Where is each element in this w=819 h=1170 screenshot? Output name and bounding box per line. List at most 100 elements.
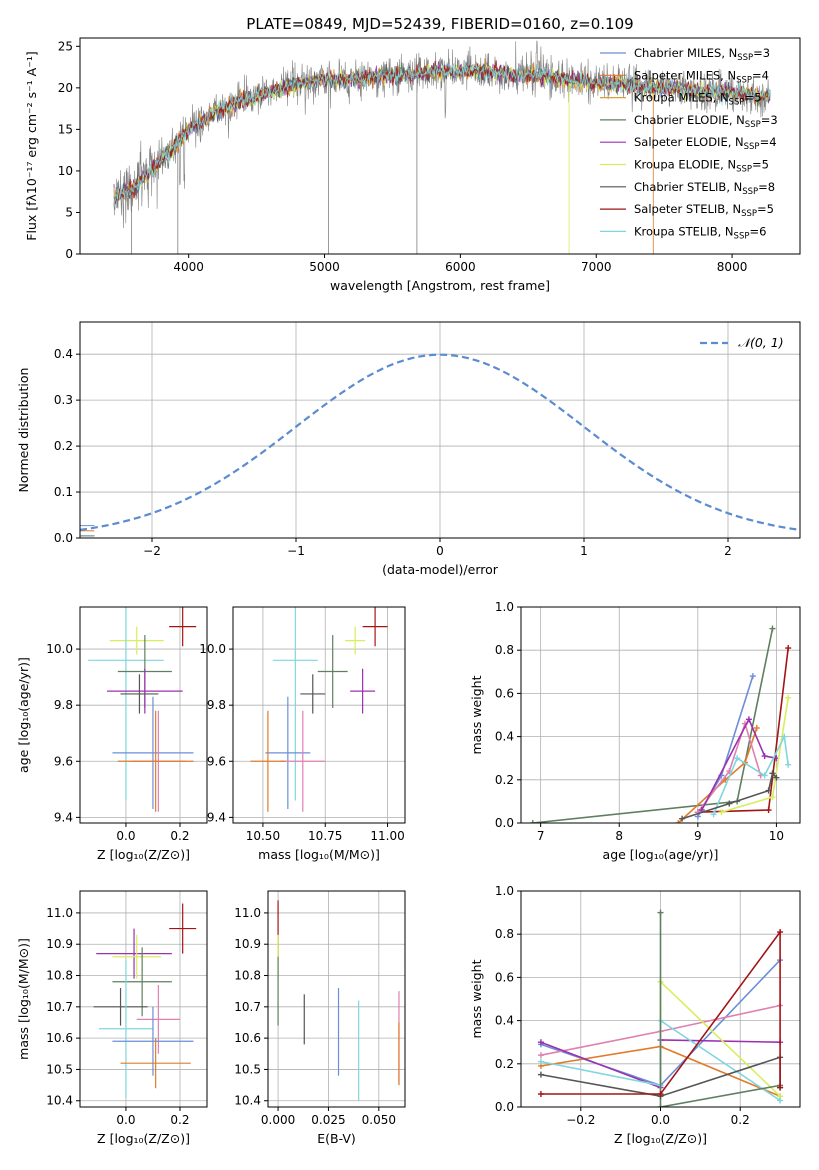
errorbar-point	[120, 1038, 191, 1089]
x-tick-label: 0.050	[362, 1113, 396, 1127]
weight-series	[537, 929, 784, 1098]
errorbar-point	[107, 668, 183, 714]
residual-legend: 𝒩(0, 1)	[700, 335, 784, 350]
y-tick-label: 0.2	[495, 1057, 514, 1071]
y-tick-label: 10.7	[234, 1000, 261, 1014]
x-tick-label: 0.2	[170, 1113, 189, 1127]
x-tick-label: 9	[694, 829, 702, 843]
y-tick-label: 20	[58, 81, 73, 95]
spectrum-panel: Chabrier MILES, NSSP=3 Salpeter MILES, NS…	[24, 15, 801, 293]
y-tick-label: 10	[58, 164, 73, 178]
gaussian-curve	[80, 353, 800, 531]
errorbar-point	[169, 903, 197, 954]
y-tick-label: 5	[65, 205, 73, 219]
y-tick-label: 0.8	[495, 927, 514, 941]
y-tick-label: 10.6	[234, 1031, 261, 1045]
y-tick-label: 0.3	[54, 393, 73, 407]
age_vs_mass-panel: 10.50 10.75 11.00 9.4 9.6 9.8 10.0 mass [log₁₀(…	[199, 606, 406, 862]
x-tick-label: −1	[287, 544, 305, 558]
age_vs_Z-frame	[79, 606, 208, 824]
errorbar-point	[362, 607, 388, 647]
y-tick-label: 10.4	[46, 1094, 73, 1108]
x-tick-label: 6000	[445, 260, 476, 274]
y-tick-label: 10.5	[46, 1062, 73, 1076]
y-tick-label: 0.4	[495, 1014, 514, 1028]
x-tick-label: 8000	[717, 260, 748, 274]
errorbar-point	[120, 674, 159, 714]
x-tick-label: 0.2	[731, 1113, 750, 1127]
y-tick-label: 9.8	[207, 698, 226, 712]
weight-series	[718, 694, 792, 816]
legend-entry: Kroupa ELODIE, NSSP=5	[634, 158, 769, 175]
errorbar-point	[250, 710, 286, 812]
y-tick-label: 11.0	[234, 906, 261, 920]
y-tick-label: 10.0	[199, 642, 226, 656]
x-tick-label: 4000	[173, 260, 204, 274]
age_vs_mass-x-axis-label: mass [log₁₀(M/M⊙)]	[258, 847, 380, 862]
residuals-x-axis-label: (data-model)/error	[382, 562, 499, 577]
residuals-plot-area	[80, 322, 800, 538]
y-tick-label: 0.0	[54, 531, 73, 545]
age_vs_mass-frame	[232, 606, 406, 824]
age_vs_Z-y-axis-label: age [log₁₀(age/yr)]	[16, 657, 31, 773]
weight_vs_Z-panel: −0.2 0.0 0.2 0.0 0.2 0.4 0.6 0.8 1.0 Z [log₁₀(Z/Z…	[469, 884, 801, 1146]
y-tick-label: 10.8	[46, 969, 73, 983]
errorbar-point	[345, 626, 366, 655]
spectrum-plot-area	[113, 40, 771, 254]
x-tick-label: 10.75	[308, 829, 342, 843]
errorbar-point	[112, 934, 162, 979]
legend-entry: Chabrier STELIB, NSSP=8	[634, 180, 775, 197]
x-tick-label: 11.00	[370, 829, 404, 843]
y-tick-label: 0.2	[54, 439, 73, 453]
spectrum-y-axis-label: Flux [fλ10⁻¹⁷ erg cm⁻² s⁻¹ A⁻¹]	[24, 51, 39, 240]
age_vs_mass-plot-area	[233, 607, 405, 823]
y-tick-label: 9.4	[207, 810, 226, 824]
legend-entry: Kroupa MILES, NSSP=5	[634, 91, 761, 108]
weight_vs_age-plot-area	[521, 607, 800, 823]
x-tick-label: 1	[580, 544, 588, 558]
errorbar-point	[112, 947, 172, 1017]
errorbar-point	[109, 626, 164, 655]
y-tick-label: 10.0	[46, 642, 73, 656]
residuals-y-axis-label: Normed distribution	[16, 368, 31, 493]
weight-series	[679, 770, 780, 822]
x-tick-label: 10.50	[246, 829, 280, 843]
x-tick-label: 10	[769, 829, 784, 843]
mass_vs_Z-plot-area	[80, 891, 207, 1107]
x-tick-label: 7	[537, 829, 545, 843]
mass_vs_Z-y-axis-label: mass [log₁₀(M/M⊙)]	[16, 938, 31, 1060]
y-tick-label: 0.6	[495, 686, 514, 700]
legend-entry: Chabrier ELODIE, NSSP=3	[634, 113, 778, 130]
mass_vs_ebv-x-axis-label: E(B-V)	[317, 1131, 356, 1146]
x-tick-label: 0.2	[170, 829, 189, 843]
errorbar-point	[117, 710, 194, 812]
y-tick-label: 15	[58, 122, 73, 136]
errorbar-point	[136, 984, 180, 1054]
mass_vs_Z-panel: 0.0 0.2 10.4 10.5 10.6 10.7 10.8 10.9 11.0 Z [log…	[16, 890, 208, 1146]
x-tick-label: 0.025	[311, 1113, 345, 1127]
x-tick-label: −0.2	[566, 1113, 595, 1127]
y-tick-label: 1.0	[495, 600, 514, 614]
y-tick-label: 9.4	[54, 810, 73, 824]
age_vs_Z-panel: 0.0 0.2 9.4 9.6 9.8 10.0 Z [log₁₀(Z/Z⊙)] age [l…	[16, 606, 208, 862]
age_vs_Z-x-axis-label: Z [log₁₀(Z/Z⊙)]	[97, 847, 190, 862]
errorbar-point	[112, 1006, 194, 1076]
mass_vs_ebv-plot-area	[268, 891, 405, 1107]
weight-series	[710, 733, 792, 818]
model-spectrum-line	[113, 61, 771, 208]
x-tick-label: 0.0	[651, 1113, 670, 1127]
y-tick-label: 10.7	[46, 1000, 73, 1014]
x-tick-label: 8	[615, 829, 623, 843]
weight-series	[529, 625, 776, 823]
errorbar-point	[96, 928, 172, 979]
mass_vs_ebv-panel: 0.000 0.025 0.050 10.4 10.5 10.6 10.7 10.8 10.9 1…	[234, 890, 406, 1146]
spectrum-frame	[79, 37, 801, 255]
y-tick-label: 10.6	[46, 1031, 73, 1045]
legend-entry: Salpeter STELIB, NSSP=5	[634, 202, 774, 219]
y-tick-label: 0.0	[495, 1100, 514, 1114]
residuals-panel: 𝒩(0, 1) −2 −1 0 1 2 0.0 0.1 0.2 0.3 0.4 (data-model…	[16, 321, 801, 577]
x-tick-label: 2	[724, 544, 732, 558]
weight_vs_Z-y-axis-label: mass weight	[469, 959, 484, 1038]
x-tick-label: 0.0	[116, 1113, 135, 1127]
